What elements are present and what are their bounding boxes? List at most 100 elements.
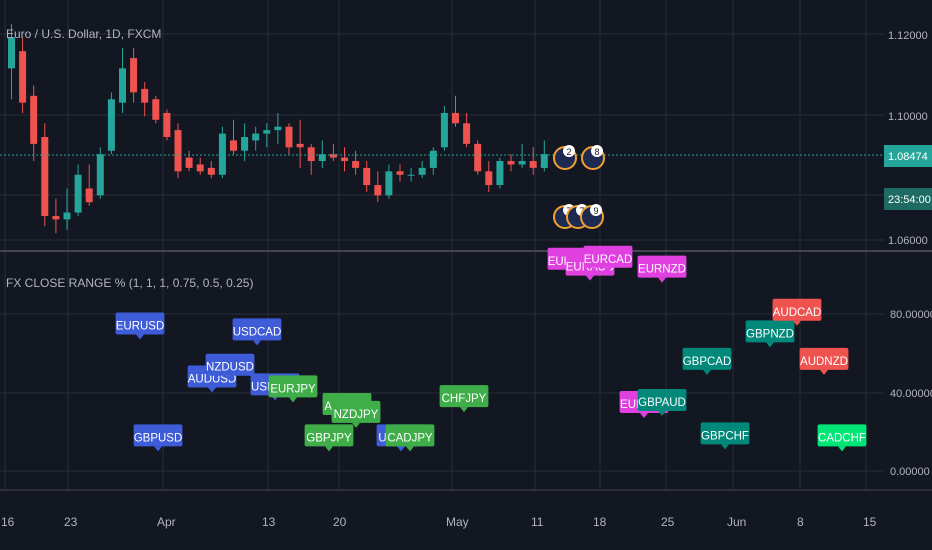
- pair-label-text: EURUSD: [116, 321, 165, 333]
- pair-label-text: AUDNZD: [800, 356, 848, 368]
- candle-body: [496, 161, 504, 186]
- pair-label-pointer: [640, 413, 648, 419]
- pair-label-pointer: [460, 407, 468, 413]
- time-tick: 16: [1, 515, 15, 529]
- pair-label-text: EURCAD: [584, 254, 633, 266]
- pair-label: AUDNZD: [799, 347, 849, 375]
- pair-label-pointer: [397, 446, 405, 452]
- candle-body: [407, 174, 415, 176]
- candle-body: [352, 161, 360, 168]
- pair-label-pointer: [838, 446, 846, 452]
- time-tick: 11: [531, 515, 544, 529]
- pair-label: GBPCAD: [682, 347, 732, 375]
- indicator-tick: 40.00000: [890, 388, 932, 400]
- pair-label-box: [331, 400, 381, 423]
- pair-label-text: CADCHF: [818, 432, 866, 444]
- pair-label-text: GBPCHF: [701, 430, 749, 442]
- current-price-badge: [884, 145, 932, 167]
- time-tick: 18: [593, 515, 607, 529]
- pair-label-pointer: [289, 397, 297, 403]
- candle-body: [540, 154, 548, 168]
- event-markers[interactable]: 28779: [553, 145, 605, 229]
- pair-label: GBPJPY: [304, 424, 354, 452]
- candle-body: [474, 143, 482, 172]
- pair-label: EURJPY: [268, 375, 318, 403]
- candle-body: [485, 171, 493, 186]
- event-count: 9: [593, 206, 598, 216]
- pair-label-box: [799, 347, 849, 370]
- time-axis[interactable]: 16 23 Apr 13 20 May 11 18 25 Jun 8 15: [1, 515, 877, 529]
- time-tick: 25: [661, 515, 675, 529]
- candle-body: [41, 137, 49, 216]
- pair-label-text: AUDUSD: [188, 374, 237, 386]
- countdown-label: 23:54:00: [888, 194, 931, 206]
- candle-body: [130, 58, 138, 93]
- indicator-tick: 80.00000: [890, 309, 932, 321]
- time-tick: 15: [863, 515, 877, 529]
- indicator-tick: 0.00000: [890, 466, 930, 478]
- event-count-dot: [591, 145, 603, 157]
- indicator-axis[interactable]: 80.00000 40.00000 0.00000: [890, 309, 932, 478]
- pair-label-box: [304, 424, 354, 447]
- price-axis[interactable]: 1.12000 1.10000 1.06000 1.08474 23:54:00: [884, 30, 932, 247]
- pair-label: NZDJPY: [331, 400, 381, 428]
- pair-label-text: EURJPY: [270, 383, 316, 395]
- candle-body: [285, 126, 293, 148]
- candle-body: [74, 174, 82, 213]
- candle-body: [230, 140, 237, 151]
- price-tick: 1.06000: [888, 235, 928, 247]
- candle-body: [518, 161, 526, 165]
- candle-body: [341, 157, 348, 162]
- candle-body: [363, 167, 371, 186]
- time-tick: Jun: [727, 515, 746, 529]
- pair-label: EURUSD: [115, 312, 165, 340]
- pair-label-box: [817, 424, 867, 447]
- price-tick: 1.10000: [888, 111, 928, 123]
- pair-label: GBPAUD: [637, 389, 687, 417]
- candle-body: [196, 164, 204, 172]
- indicator-pane[interactable]: EURUSDGBPUSDAUDUSDNZDUSDUSDCADUSDCHFEURJ…: [115, 245, 867, 452]
- pair-label-box: [772, 298, 822, 321]
- pair-label-text: NZDUSD: [206, 362, 254, 374]
- pair-label-box: [745, 320, 795, 343]
- pair-label: CADJPY: [385, 424, 435, 452]
- candle-body: [374, 185, 382, 196]
- pair-label-box: [268, 375, 318, 398]
- candle-body: [307, 147, 315, 162]
- current-price-label: 1.08474: [888, 151, 928, 163]
- pair-label-pointer: [820, 369, 828, 375]
- pair-label-text: AUDCAD: [773, 307, 822, 319]
- pair-label-pointer: [226, 375, 234, 381]
- candle-body: [8, 37, 15, 69]
- candle-body: [163, 112, 171, 137]
- pair-label-box: [232, 318, 282, 341]
- candle-body: [85, 188, 93, 203]
- event-count: 2: [566, 147, 571, 157]
- candle-body: [396, 171, 404, 175]
- indicator-labels: EURUSDGBPUSDAUDUSDNZDUSDUSDCADUSDCHFEURJ…: [115, 245, 867, 452]
- pair-label: CHFJPY: [439, 385, 489, 413]
- pair-label: EURNZD: [637, 255, 687, 283]
- pair-label-pointer: [658, 411, 666, 417]
- pair-label-pointer: [721, 444, 729, 450]
- candle-body: [296, 143, 304, 148]
- pair-label-pointer: [793, 320, 801, 326]
- pair-label: GBPNZD: [745, 320, 795, 348]
- pair-label-text: GBPCAD: [683, 356, 732, 368]
- pair-label-text: GBPAUD: [638, 397, 686, 409]
- time-tick: 23: [64, 515, 78, 529]
- candle-body: [185, 157, 193, 168]
- pair-label-box: [682, 347, 732, 370]
- event-count-dot: [563, 145, 575, 157]
- price-pane[interactable]: 28779: [0, 23, 884, 234]
- pair-label-box: [583, 245, 633, 268]
- candle-body: [529, 161, 537, 168]
- pair-label-box: [637, 389, 687, 412]
- pair-label-pointer: [586, 275, 594, 281]
- pair-label-text: EURNZD: [638, 264, 686, 276]
- candle-body: [385, 171, 393, 196]
- pair-label-box: [115, 312, 165, 335]
- event-count-dot: [590, 204, 602, 216]
